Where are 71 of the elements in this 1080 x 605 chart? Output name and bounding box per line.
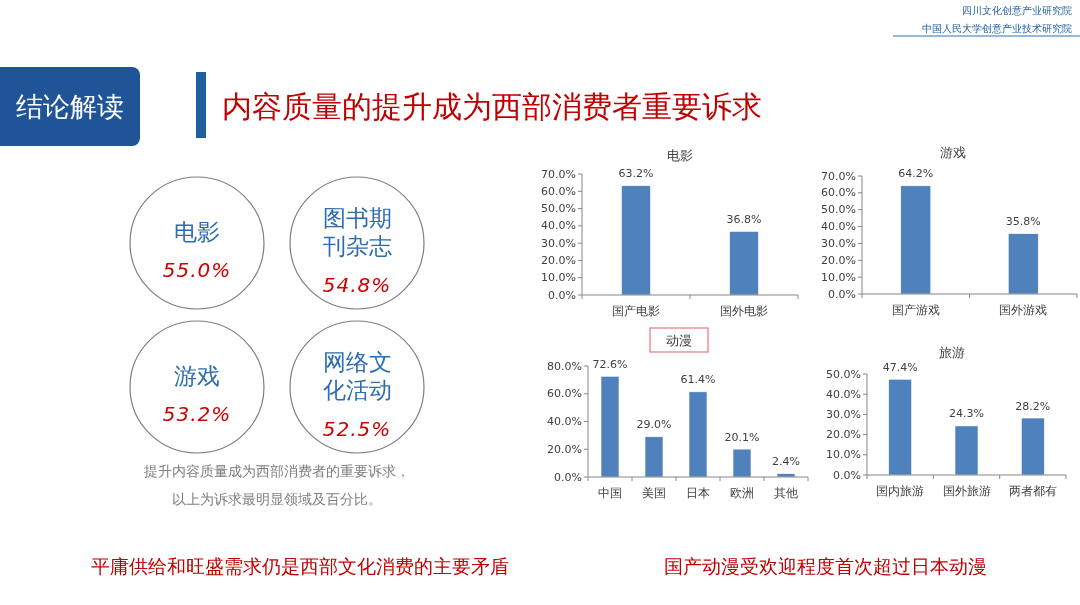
data-label: 47.4% bbox=[882, 360, 918, 374]
category-label: 游戏 bbox=[174, 363, 220, 389]
text: 中国人民大学创意产业技术研究院 bbox=[922, 22, 1072, 34]
data-label: 55.0% bbox=[162, 258, 232, 282]
data-label: 29.0% bbox=[636, 418, 672, 432]
data-label: 35.8% bbox=[1005, 215, 1041, 229]
y-tick-label: 60.0% bbox=[541, 184, 576, 198]
chart-title: 动漫 bbox=[666, 332, 692, 348]
x-tick-label: 国产游戏 bbox=[891, 303, 940, 317]
text: 国产动漫受欢迎程度首次超过日本动漫 bbox=[663, 555, 987, 577]
text: 以上为诉求最明显领域及百分比。 bbox=[172, 491, 382, 507]
y-tick-label: 20.0% bbox=[541, 253, 576, 267]
y-tick-label: 50.0% bbox=[541, 202, 576, 216]
data-label: 52.5% bbox=[322, 417, 392, 441]
x-tick-label: 两者都有 bbox=[1008, 484, 1057, 498]
y-tick-label: 20.0% bbox=[821, 253, 856, 267]
y-tick-label: 50.0% bbox=[826, 367, 861, 381]
data-label: 53.2% bbox=[162, 402, 232, 426]
x-tick-label: 国内旅游 bbox=[876, 484, 925, 498]
data-label: 28.2% bbox=[1015, 399, 1051, 413]
y-tick-label: 50.0% bbox=[821, 203, 856, 217]
y-tick-label: 40.0% bbox=[826, 387, 861, 401]
text: 四川文化创意产业研究院 bbox=[962, 4, 1072, 16]
data-label: 54.8% bbox=[322, 273, 392, 297]
data-label: 64.2% bbox=[898, 167, 934, 181]
y-tick-label: 0.0% bbox=[548, 288, 576, 302]
chart-title: 游戏 bbox=[940, 144, 966, 160]
x-tick-label: 国产电影 bbox=[612, 304, 660, 318]
data-label: 2.4% bbox=[772, 455, 800, 469]
y-tick-label: 40.0% bbox=[541, 219, 576, 233]
y-tick-label: 60.0% bbox=[547, 387, 582, 401]
y-tick-label: 0.0% bbox=[833, 468, 861, 482]
data-label: 24.3% bbox=[949, 407, 984, 421]
x-tick-label: 其他 bbox=[774, 486, 798, 500]
chart-title: 旅游 bbox=[939, 344, 965, 360]
x-tick-label: 国外旅游 bbox=[942, 484, 991, 498]
x-tick-label: 欧洲 bbox=[730, 486, 754, 500]
y-tick-label: 40.0% bbox=[547, 415, 582, 428]
text: 提升内容质量成为西部消费者的重要诉求， bbox=[144, 463, 410, 479]
y-tick-label: 0.0% bbox=[828, 287, 856, 301]
y-tick-label: 30.0% bbox=[826, 407, 861, 421]
data-label: 20.1% bbox=[724, 430, 760, 444]
category-label: 电影 bbox=[174, 219, 220, 245]
category-label: 网络文化活动 bbox=[322, 349, 392, 403]
text: 结论解读 bbox=[16, 92, 124, 122]
y-tick-label: 30.0% bbox=[541, 236, 576, 250]
y-tick-label: 30.0% bbox=[821, 236, 856, 250]
y-tick-label: 80.0% bbox=[547, 359, 582, 373]
x-tick-label: 日本 bbox=[686, 486, 710, 500]
data-label: 63.2% bbox=[618, 167, 654, 181]
x-tick-label: 中国 bbox=[598, 486, 622, 500]
text: 内容质量的提升成为西部消费者重要诉求 bbox=[222, 89, 762, 123]
y-tick-label: 70.0% bbox=[821, 169, 856, 183]
y-tick-label: 10.0% bbox=[821, 270, 856, 284]
y-tick-label: 10.0% bbox=[826, 448, 861, 462]
x-tick-label: 美国 bbox=[642, 486, 666, 500]
x-tick-label: 国外游戏 bbox=[999, 303, 1048, 317]
data-label: 72.6% bbox=[592, 357, 628, 371]
y-tick-label: 10.0% bbox=[541, 271, 576, 285]
y-tick-label: 0.0% bbox=[554, 470, 582, 484]
category-label: 图书期刊杂志 bbox=[322, 205, 392, 259]
y-tick-label: 40.0% bbox=[821, 220, 856, 234]
chart-title: 电影 bbox=[667, 147, 693, 163]
y-tick-label: 70.0% bbox=[541, 167, 576, 181]
y-tick-label: 20.0% bbox=[547, 442, 582, 456]
y-tick-label: 60.0% bbox=[821, 186, 856, 200]
x-tick-label: 国外电影 bbox=[720, 304, 768, 318]
y-tick-label: 20.0% bbox=[826, 428, 861, 442]
data-label: 61.4% bbox=[680, 373, 716, 387]
data-label: 36.8% bbox=[726, 212, 762, 226]
text: 平庸供给和旺盛需求仍是西部文化消费的主要矛盾 bbox=[91, 555, 509, 577]
